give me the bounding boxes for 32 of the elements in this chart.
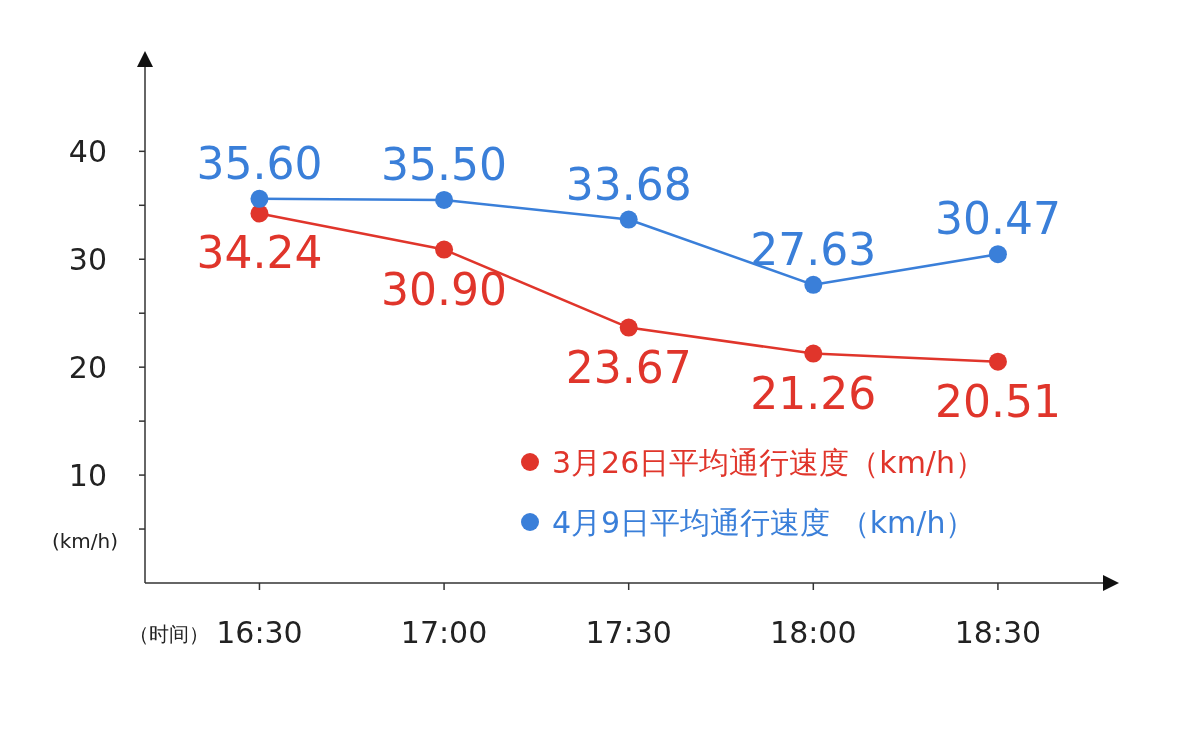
point <box>619 210 638 229</box>
point <box>804 344 823 363</box>
data-label: 23.67 <box>565 341 692 393</box>
data-label: 21.26 <box>750 367 877 419</box>
point <box>250 189 269 208</box>
x-tick-label: 17:30 <box>585 615 672 650</box>
data-label: 33.68 <box>565 158 692 210</box>
point <box>988 352 1007 371</box>
y-axis-title: (km/h) <box>51 529 119 554</box>
data-label: 35.60 <box>196 137 323 189</box>
point <box>619 318 638 337</box>
legend-label: 4月9日平均通行速度 （km/h） <box>552 505 976 540</box>
x-tick-label: 16:30 <box>216 615 303 650</box>
x-axis-title: （时间） <box>129 622 210 646</box>
y-tick-label: 30 <box>68 242 107 278</box>
data-label: 27.63 <box>750 223 877 275</box>
data-label: 34.24 <box>196 227 323 279</box>
point <box>435 240 454 259</box>
point <box>988 245 1007 264</box>
data-label: 35.50 <box>381 138 508 190</box>
point <box>435 190 454 209</box>
y-tick-label: 40 <box>68 134 107 170</box>
data-label: 20.51 <box>934 375 1061 427</box>
legend-label: 3月26日平均通行速度（km/h） <box>552 445 985 480</box>
y-tick-label: 20 <box>68 350 107 386</box>
x-tick-label: 18:00 <box>770 615 857 650</box>
x-tick-label: 17:00 <box>400 615 488 650</box>
data-label: 30.90 <box>381 263 508 315</box>
point <box>804 275 823 294</box>
y-tick-label: 10 <box>68 458 107 494</box>
x-tick-label: 18:30 <box>954 615 1042 650</box>
data-label: 30.47 <box>934 193 1061 245</box>
